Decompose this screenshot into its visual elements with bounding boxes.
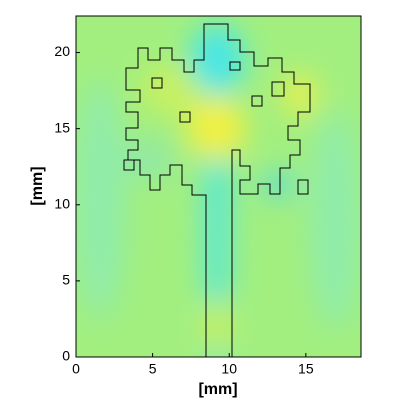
contour [123,23,311,357]
y-tick-label: 0 [62,348,70,364]
y-tick-label: 20 [54,43,70,59]
x-tick-label: 10 [221,361,237,377]
x-tick-label: 0 [72,361,80,377]
x-tick-label: 5 [149,361,157,377]
y-tick-label: 10 [54,195,70,211]
y-tick-label: 15 [54,119,70,135]
field [76,16,361,357]
plot-frame [75,15,362,358]
y-tick-label: 5 [62,272,70,288]
x-axis-label: [mm] [198,381,237,398]
x-tick-label: 15 [298,361,314,377]
y-axis-label: [mm] [29,166,46,205]
